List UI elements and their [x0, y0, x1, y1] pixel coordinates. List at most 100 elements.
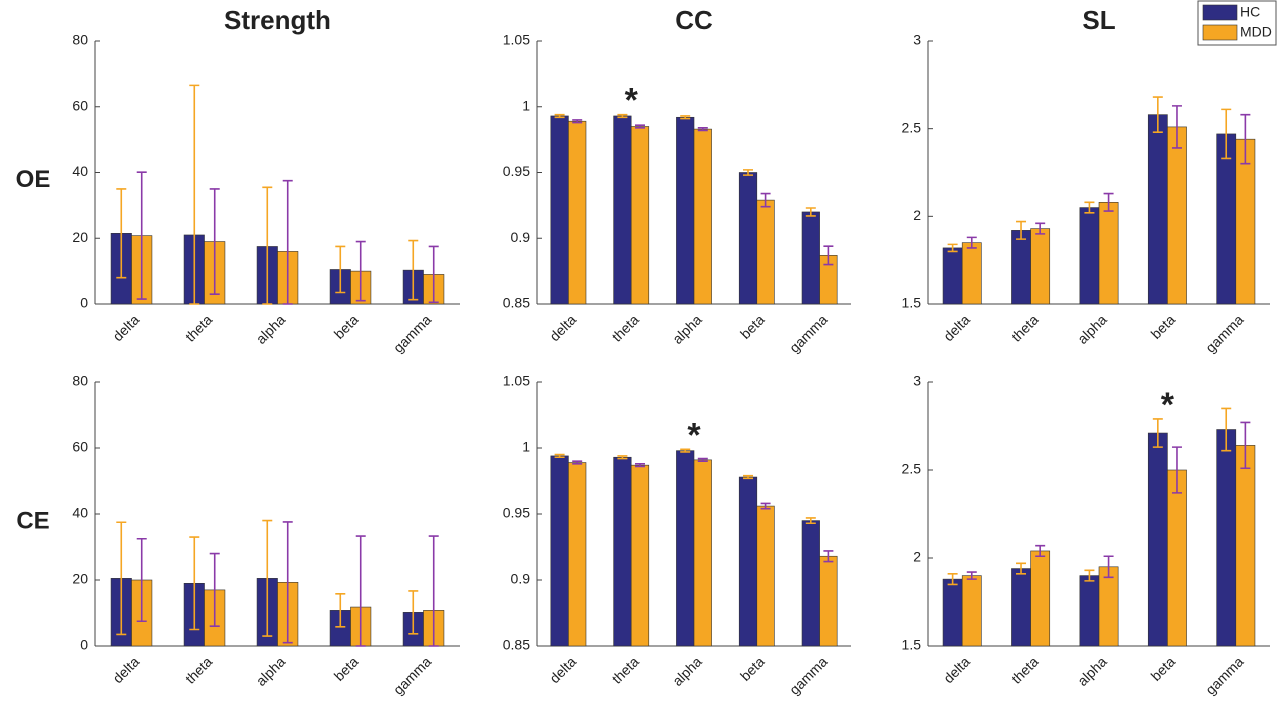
significance-marker: *	[687, 416, 701, 454]
x-tick-label: delta	[940, 311, 973, 344]
error-bar	[760, 192, 771, 208]
bar	[550, 115, 569, 305]
error-bar	[355, 240, 366, 302]
y-tick-label: 0.95	[503, 505, 530, 521]
y-tick-label: 2	[913, 207, 921, 223]
y-tick-label: 40	[72, 163, 88, 179]
error-bar	[1084, 569, 1095, 582]
error-bar	[1240, 113, 1251, 165]
error-bar	[136, 537, 147, 623]
y-tick-label: 20	[72, 571, 88, 587]
y-tick-label: 40	[72, 505, 88, 521]
x-tick-label: beta	[737, 311, 768, 342]
bar	[693, 459, 712, 647]
error-bar	[428, 245, 439, 304]
y-tick-label: 0	[80, 295, 88, 311]
bar	[961, 242, 982, 305]
legend-swatch	[1202, 4, 1238, 21]
bar	[756, 199, 775, 305]
bar	[942, 578, 963, 647]
bar	[1030, 228, 1051, 305]
bar	[630, 464, 650, 647]
error-bar	[1221, 108, 1232, 160]
legend-swatch	[1202, 24, 1238, 41]
bar	[1147, 114, 1168, 305]
error-bar	[1171, 105, 1182, 149]
x-tick-label: delta	[109, 311, 142, 344]
error-bar	[282, 521, 293, 644]
error-bar	[282, 179, 293, 305]
bar	[550, 455, 569, 647]
y-tick-label: 60	[72, 97, 88, 113]
x-tick-label: alpha	[669, 311, 705, 347]
error-bar	[617, 455, 628, 460]
panel-title: Strength	[224, 5, 331, 35]
bar	[738, 476, 758, 647]
error-bar	[743, 474, 754, 480]
bar	[1216, 133, 1237, 305]
y-tick-label: 1.5	[902, 637, 922, 653]
y-tick-label: 3	[913, 373, 921, 389]
x-tick-label: gamma	[786, 653, 830, 697]
bar	[568, 120, 587, 305]
error-bar	[572, 460, 583, 465]
error-bar	[1221, 407, 1232, 452]
bar	[961, 575, 982, 647]
y-tick-label: 2	[913, 549, 921, 565]
bar	[738, 172, 758, 305]
significance-marker: *	[625, 82, 639, 120]
y-tick-label: 2.5	[902, 461, 922, 477]
y-tick-label: 20	[72, 229, 88, 245]
error-bar	[335, 245, 346, 294]
error-bar	[335, 593, 346, 628]
error-bar	[408, 239, 419, 301]
y-tick-label: 3	[913, 32, 921, 48]
y-tick-label: 1	[522, 97, 530, 113]
bar	[801, 520, 820, 647]
y-tick-label: 1.05	[503, 373, 530, 389]
bar	[693, 128, 712, 305]
y-tick-label: 2.5	[902, 119, 922, 135]
bar	[1030, 550, 1051, 647]
x-tick-label: gamma	[1202, 311, 1246, 355]
bar	[1011, 230, 1031, 305]
x-tick-label: delta	[109, 653, 142, 686]
bar	[1098, 202, 1119, 305]
error-bar	[554, 453, 565, 459]
x-tick-label: alpha	[1074, 653, 1110, 689]
bar	[1235, 445, 1256, 647]
significance-marker: *	[1161, 386, 1175, 424]
x-tick-label: alpha	[253, 653, 289, 689]
error-bar	[1084, 201, 1095, 214]
panel-title: SL	[1082, 5, 1115, 35]
error-bar	[823, 245, 834, 266]
y-tick-label: 1.05	[503, 32, 530, 48]
y-tick-label: 0.9	[511, 229, 531, 245]
panel-title: CC	[675, 5, 713, 35]
bar	[942, 247, 963, 305]
y-tick-label: 1	[522, 439, 530, 455]
x-tick-label: alpha	[253, 311, 289, 347]
bar	[1167, 126, 1187, 305]
y-tick-label: 0.85	[503, 295, 530, 311]
error-bar	[823, 550, 834, 563]
x-tick-label: theta	[609, 653, 642, 686]
bar	[1098, 566, 1119, 647]
error-bar	[805, 517, 816, 525]
y-tick-label: 1.5	[902, 295, 922, 311]
bar	[1167, 469, 1187, 647]
x-tick-label: beta	[737, 653, 768, 684]
error-bar	[428, 535, 439, 647]
x-tick-label: gamma	[786, 311, 830, 355]
x-tick-label: gamma	[390, 311, 434, 355]
x-tick-label: gamma	[1202, 653, 1246, 697]
x-tick-label: alpha	[1074, 311, 1110, 347]
error-bar	[697, 126, 708, 132]
x-tick-label: theta	[182, 311, 215, 344]
x-tick-label: gamma	[390, 653, 434, 697]
bar	[613, 456, 632, 647]
bar	[1216, 429, 1237, 647]
bar	[801, 211, 820, 305]
bar	[676, 116, 695, 305]
error-bar	[116, 521, 127, 636]
